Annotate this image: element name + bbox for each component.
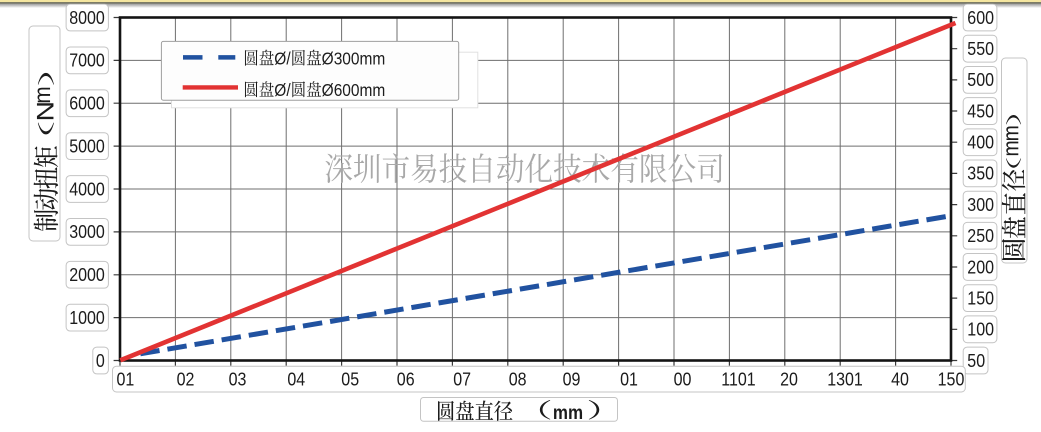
svg-text:4000: 4000	[69, 179, 105, 199]
svg-text:400: 400	[967, 133, 994, 153]
svg-text:600: 600	[967, 8, 994, 28]
svg-text:04: 04	[287, 370, 305, 390]
svg-text:01: 01	[117, 370, 135, 390]
svg-text:09: 09	[563, 370, 581, 390]
svg-text:00: 00	[674, 370, 692, 390]
svg-text:Ø300mm: Ø300mm	[322, 48, 386, 68]
svg-text:150: 150	[938, 370, 965, 390]
svg-text:05: 05	[341, 370, 359, 390]
svg-text:1301: 1301	[827, 370, 863, 390]
svg-text:300: 300	[967, 195, 994, 215]
svg-text:200: 200	[967, 257, 994, 277]
svg-text:01: 01	[620, 370, 638, 390]
svg-text:06: 06	[397, 370, 415, 390]
svg-text:07: 07	[453, 370, 471, 390]
svg-text:02: 02	[177, 370, 195, 390]
svg-text:40: 40	[891, 370, 909, 390]
svg-text:Ø/: Ø/	[274, 48, 291, 68]
svg-text:450: 450	[967, 101, 994, 121]
svg-text:3000: 3000	[69, 222, 105, 242]
svg-text:1101: 1101	[721, 370, 755, 390]
svg-text:7000: 7000	[69, 51, 105, 71]
svg-text:100: 100	[967, 320, 994, 340]
svg-text:Ø/: Ø/	[274, 80, 291, 100]
svg-text:08: 08	[509, 370, 527, 390]
svg-text:550: 550	[967, 39, 994, 59]
svg-text:50: 50	[967, 351, 985, 371]
svg-text:0: 0	[96, 351, 105, 371]
svg-text:6000: 6000	[69, 94, 105, 114]
svg-text:250: 250	[967, 226, 994, 246]
svg-text:8000: 8000	[69, 8, 105, 28]
svg-text:2000: 2000	[69, 265, 105, 285]
svg-text:150: 150	[967, 289, 994, 309]
svg-text:1000: 1000	[69, 308, 105, 328]
svg-text:20: 20	[780, 370, 798, 390]
svg-text:350: 350	[967, 164, 994, 184]
svg-text:03: 03	[229, 370, 247, 390]
svg-text:mm: mm	[553, 402, 583, 423]
svg-text:5000: 5000	[69, 137, 105, 157]
svg-text:500: 500	[967, 70, 994, 90]
svg-text:Ø600mm: Ø600mm	[322, 80, 386, 100]
